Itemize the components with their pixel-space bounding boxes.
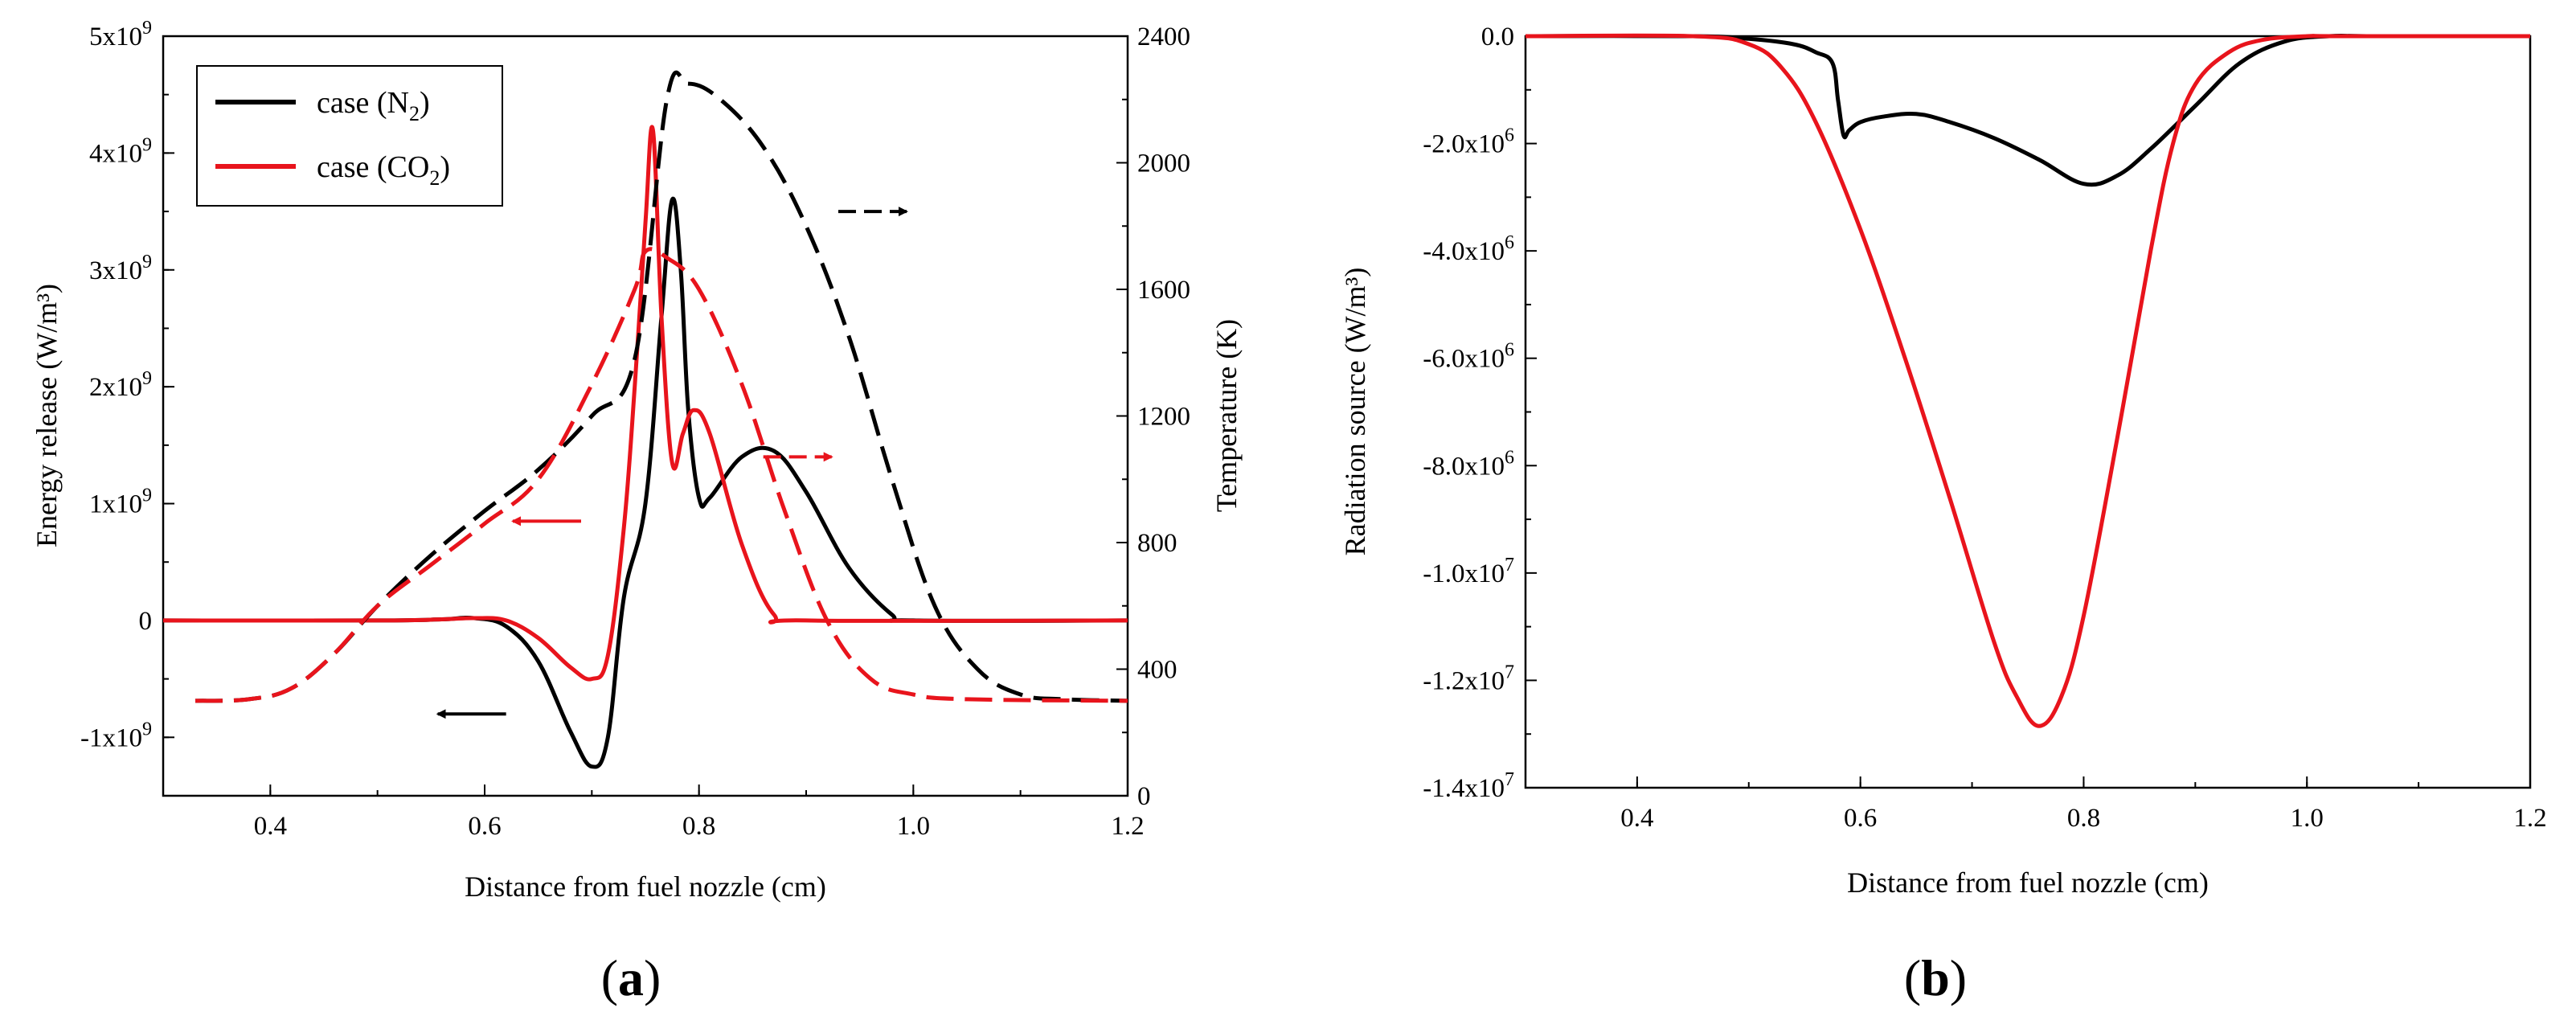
y-tick-label: 1x109 bbox=[89, 485, 152, 519]
y-tick-label: -1.2x107 bbox=[1423, 662, 1514, 695]
x-tick-label: 1.2 bbox=[1111, 812, 1144, 841]
y-tick-label: 2x109 bbox=[89, 368, 152, 402]
y2-tick-label: 800 bbox=[1137, 529, 1177, 558]
y2-tick-label: 0 bbox=[1137, 782, 1151, 811]
y-tick-label: 3x109 bbox=[89, 252, 152, 285]
series-line-1 bbox=[162, 125, 1128, 682]
y-tick-label: -1.0x107 bbox=[1423, 555, 1514, 588]
panel-b: 0.4 0.6 0.8 1.0 1.2 0.0 -2.0x106 -4.0x106 -6.0x… bbox=[1339, 23, 2547, 1006]
series-line-1 bbox=[1525, 33, 2530, 728]
y-tick-label: 0 bbox=[139, 607, 153, 636]
x-tick-label: 1.0 bbox=[897, 812, 930, 841]
panel-label-a: (a) bbox=[601, 949, 661, 1006]
y2-tick-label: 1600 bbox=[1137, 276, 1190, 305]
y-tick-label: -6.0x106 bbox=[1423, 340, 1514, 374]
legend-box bbox=[196, 65, 503, 207]
y2-tick-label: 1200 bbox=[1137, 403, 1190, 432]
y-axis-title-a: Energy release (W/m³) bbox=[31, 284, 63, 547]
y-tick-label: 5x109 bbox=[89, 18, 152, 51]
series-line-3 bbox=[195, 247, 1128, 703]
y-tick-label: -1x109 bbox=[80, 719, 152, 752]
panel-a: 0.4 0.6 0.8 1.0 1.2 -1x109 0 1x109 2x109 3x109 4x… bbox=[31, 18, 1243, 1006]
legend: case (N2) case (CO2) bbox=[196, 65, 503, 207]
y-tick-label: -8.0x106 bbox=[1423, 447, 1514, 481]
x-tick-label: 0.8 bbox=[682, 812, 715, 841]
y2-tick-label: 2400 bbox=[1137, 23, 1190, 51]
x-tick-label: 1.0 bbox=[2291, 804, 2324, 833]
x-axis-title-a: Distance from fuel nozzle (cm) bbox=[465, 871, 826, 903]
x-tick-label: 0.4 bbox=[254, 812, 287, 841]
legend-label-n2: case (N2) bbox=[317, 86, 430, 125]
y-tick-label: 4x109 bbox=[89, 134, 152, 168]
y-axis-title-b: Radiation source (W/m³) bbox=[1339, 268, 1371, 556]
x-tick-label: 0.6 bbox=[468, 812, 501, 841]
x-tick-label: 1.2 bbox=[2513, 804, 2546, 833]
y2-tick-label: 400 bbox=[1137, 656, 1177, 685]
y2-tick-label: 2000 bbox=[1137, 150, 1190, 178]
y2-axis-title-a: Temperature (K) bbox=[1210, 319, 1243, 512]
panel-label-b: (b) bbox=[1904, 949, 1967, 1006]
y-tick-label: 0.0 bbox=[1481, 23, 1514, 51]
x-tick-label: 0.6 bbox=[1844, 804, 1877, 833]
series-line-0 bbox=[1525, 33, 2530, 187]
y-tick-label: -4.0x106 bbox=[1423, 232, 1514, 266]
plot-frame-b bbox=[1524, 35, 2532, 789]
y-tick-label: -2.0x106 bbox=[1423, 125, 1514, 159]
x-tick-label: 0.8 bbox=[2067, 804, 2100, 833]
x-axis-title-b: Distance from fuel nozzle (cm) bbox=[1847, 866, 2209, 899]
legend-label-co2: case (CO2) bbox=[317, 150, 450, 190]
series-line-0 bbox=[162, 196, 1128, 769]
y-tick-label: -1.4x107 bbox=[1423, 769, 1514, 803]
x-tick-label: 0.4 bbox=[1620, 804, 1653, 833]
